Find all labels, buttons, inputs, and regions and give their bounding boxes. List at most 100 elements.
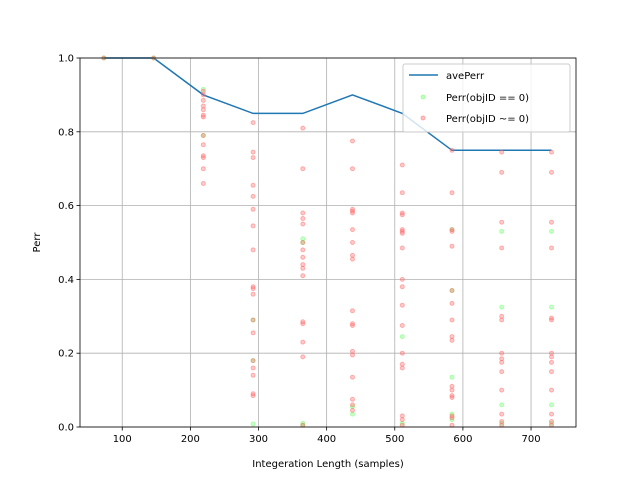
point-objid-ne-0 (250, 155, 256, 161)
axes-frame (79, 57, 577, 428)
point-objid-ne-0 (200, 114, 206, 120)
point-objid-ne-0 (300, 240, 306, 245)
point-objid-eq-0 (499, 304, 505, 310)
y-tick-label: 0.0 (58, 423, 74, 434)
point-objid-ne-0 (399, 212, 405, 218)
point-objid-ne-0 (300, 166, 306, 172)
point-objid-ne-0 (300, 321, 306, 327)
point-objid-ne-0 (399, 245, 405, 251)
point-objid-ne-0 (499, 356, 505, 362)
point-objid-ne-0 (449, 393, 455, 399)
point-objid-ne-0 (449, 415, 455, 421)
point-objid-eq-0 (549, 304, 554, 310)
point-objid-ne-0 (300, 265, 306, 271)
point-objid-ne-0 (350, 407, 355, 413)
point-objid-ne-0 (200, 97, 206, 103)
point-objid-eq-0 (499, 402, 505, 408)
point-objid-ne-0 (549, 317, 554, 323)
point-objid-ne-0 (549, 354, 554, 360)
x-tick-label: 100 (113, 434, 132, 445)
legend-label-aveperr: avePerr (446, 71, 485, 82)
point-objid-ne-0 (300, 216, 306, 221)
point-objid-ne-0 (250, 182, 256, 188)
point-objid-eq-0 (300, 420, 306, 426)
y-tick-label: 0.6 (58, 201, 74, 212)
point-objid-eq-0 (200, 86, 206, 92)
point-objid-ne-0 (200, 153, 206, 159)
point-objid-eq-0 (200, 133, 206, 138)
point-objid-ne-0 (549, 411, 554, 417)
point-objid-ne-0 (250, 223, 256, 229)
point-objid-ne-0 (549, 169, 554, 175)
x-tick-label: 600 (453, 434, 472, 445)
point-objid-ne-0 (250, 391, 256, 397)
point-objid-ne-0 (499, 411, 505, 417)
point-objid-ne-0 (399, 365, 405, 371)
point-objid-ne-0 (399, 323, 405, 328)
point-objid-eq-0 (350, 411, 355, 417)
point-objid-ne-0 (449, 300, 455, 306)
point-objid-ne-0 (250, 149, 256, 155)
legend-marker-objid-ne-0 (420, 115, 426, 121)
point-objid-ne-0 (300, 125, 306, 131)
point-objid-ne-0 (350, 256, 355, 262)
point-objid-ne-0 (549, 149, 554, 155)
point-objid-ne-0 (399, 190, 405, 196)
x-tick-label: 400 (317, 434, 336, 445)
point-objid-eq-0 (300, 240, 306, 245)
point-objid-eq-0 (449, 411, 455, 417)
point-objid-eq-0 (449, 227, 455, 233)
point-objid-ne-0 (549, 369, 554, 375)
point-objid-eq-0 (250, 421, 256, 427)
point-objid-ne-0 (250, 120, 256, 126)
point-objid-eq-0 (499, 228, 505, 234)
point-objid-eq-0 (399, 420, 405, 426)
point-objid-ne-0 (250, 286, 256, 292)
point-objid-ne-0 (250, 365, 256, 371)
point-objid-ne-0 (499, 350, 505, 356)
point-objid-ne-0 (350, 308, 355, 314)
point-objid-ne-0 (250, 358, 256, 364)
point-objid-eq-0 (549, 402, 554, 408)
point-objid-ne-0 (499, 219, 505, 225)
point-objid-ne-0 (549, 219, 554, 225)
point-objid-ne-0 (250, 393, 256, 399)
plot-area (101, 55, 554, 428)
point-objid-ne-0 (549, 387, 554, 393)
point-objid-ne-0 (350, 240, 355, 245)
point-objid-ne-0 (350, 166, 355, 172)
point-objid-ne-0 (449, 228, 455, 234)
point-objid-ne-0 (449, 383, 455, 389)
point-objid-ne-0 (350, 352, 355, 358)
point-objid-eq-0 (399, 334, 405, 340)
point-objid-ne-0 (200, 133, 206, 138)
point-objid-ne-0 (449, 387, 455, 393)
point-objid-ne-0 (399, 162, 405, 168)
point-objid-eq-0 (250, 317, 256, 323)
point-objid-ne-0 (399, 361, 405, 367)
point-objid-ne-0 (250, 284, 256, 290)
point-objid-ne-0 (499, 245, 505, 251)
point-objid-ne-0 (549, 245, 554, 251)
point-objid-ne-0 (200, 103, 206, 109)
point-objid-ne-0 (350, 321, 355, 327)
legend-label-objid-ne-0: Perr(objID ~= 0) (446, 114, 529, 125)
point-objid-ne-0 (399, 230, 405, 236)
point-objid-ne-0 (300, 221, 306, 227)
point-objid-ne-0 (449, 317, 455, 323)
point-objid-ne-0 (350, 206, 355, 212)
point-objid-ne-0 (350, 227, 355, 233)
point-objid-ne-0 (300, 273, 306, 279)
point-objid-ne-0 (399, 227, 405, 233)
point-objid-eq-0 (449, 374, 455, 380)
point-objid-ne-0 (250, 330, 256, 336)
point-objid-eq-0 (300, 236, 306, 242)
point-objid-ne-0 (399, 284, 405, 290)
point-objid-ne-0 (200, 142, 206, 148)
point-objid-ne-0 (499, 359, 505, 365)
point-objid-ne-0 (399, 417, 405, 423)
point-objid-ne-0 (449, 337, 455, 343)
legend: avePerr Perr(objID == 0) Perr(objID ~= 0… (402, 63, 571, 133)
x-tick-label: 300 (249, 434, 268, 445)
